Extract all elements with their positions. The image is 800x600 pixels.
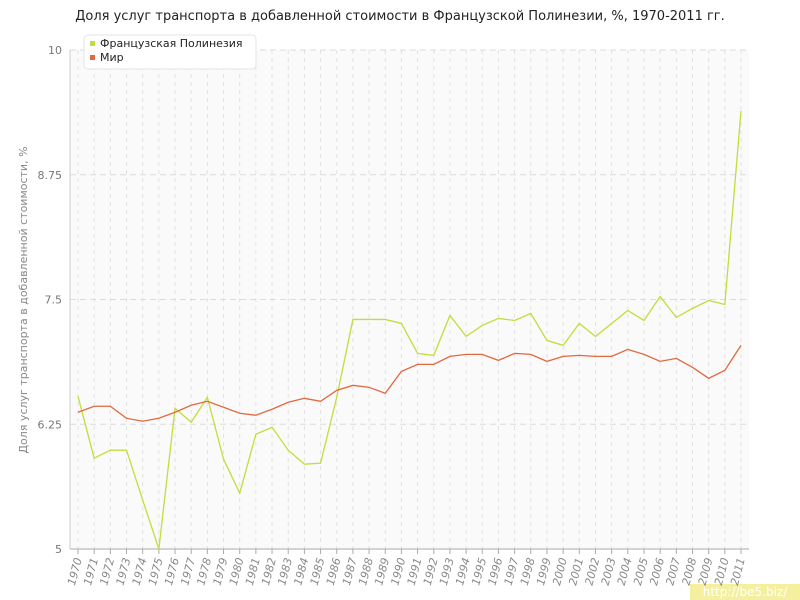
legend-swatch	[90, 41, 95, 46]
watermark: http://be5.biz/	[703, 585, 788, 599]
y-tick-label: 5	[55, 543, 62, 556]
series-line	[77, 345, 742, 422]
legend-label: Мир	[100, 51, 124, 64]
chart-title: Доля услуг транспорта в добавленной стои…	[75, 9, 725, 24]
y-tick-label: 8.75	[38, 169, 63, 182]
y-tick-label: 6.25	[38, 418, 63, 431]
y-tick-label: 10	[48, 44, 62, 57]
watermark-bg	[690, 584, 800, 600]
y-axis-label: Доля услуг транспорта в добавленной стои…	[17, 146, 30, 453]
legend-box	[83, 34, 257, 70]
legend-label: Французская Полинезия	[100, 37, 243, 50]
legend-swatch	[90, 55, 95, 60]
series-line	[77, 110, 742, 550]
y-tick-label: 7.5	[45, 294, 63, 307]
